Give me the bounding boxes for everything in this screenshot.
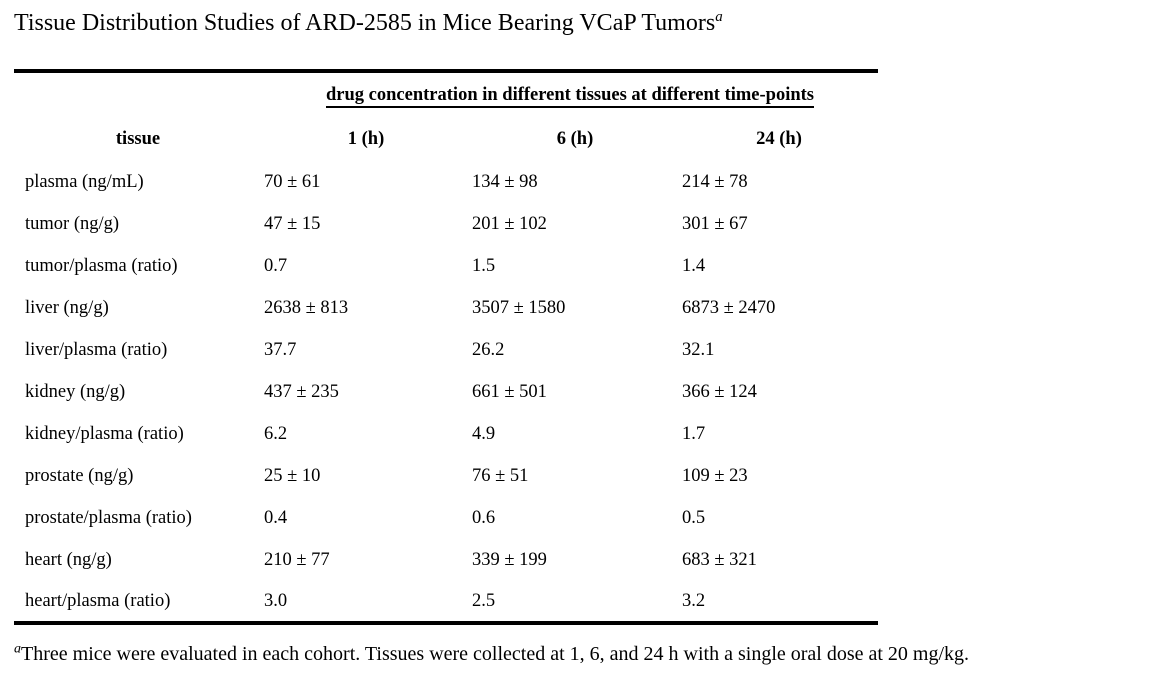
page-title-text: Tissue Distribution Studies of ARD-2585 … (14, 10, 716, 36)
value-cell: 0.6 (472, 507, 496, 528)
tissue-distribution-table: drug concentration in different tissues … (14, 69, 879, 625)
value-cell: 3.0 (264, 590, 288, 611)
value-cell: 26.2 (472, 339, 505, 360)
row-tumor: tumor (ng/g) 47 ± 15 201 ± 102 301 ± 67 (14, 203, 878, 245)
value-cell: 109 ± 23 (682, 465, 748, 486)
row-prostate: prostate (ng/g) 25 ± 10 76 ± 51 109 ± 23 (14, 455, 878, 497)
footnote-text: Three mice were evaluated in each cohort… (21, 643, 970, 665)
title-footnote-marker: a (715, 9, 723, 25)
page-title: Tissue Distribution Studies of ARD-2585 … (14, 8, 1161, 39)
row-label: tumor/plasma (ratio) (25, 255, 178, 276)
value-cell: 214 ± 78 (682, 171, 748, 192)
row-label: tumor (ng/g) (25, 213, 120, 234)
column-header-24h: 24 (h) (756, 128, 802, 149)
value-cell: 0.4 (264, 507, 288, 528)
value-cell: 683 ± 321 (682, 549, 757, 570)
value-cell: 37.7 (264, 339, 297, 360)
value-cell: 76 ± 51 (472, 465, 529, 486)
row-label: heart/plasma (ratio) (25, 590, 171, 611)
spanner-header-text: drug concentration in different tissues … (326, 84, 814, 108)
row-label: plasma (ng/mL) (25, 171, 144, 192)
row-kidney-plasma-ratio: kidney/plasma (ratio) 6.2 4.9 1.7 (14, 413, 878, 455)
value-cell: 661 ± 501 (472, 381, 547, 402)
value-cell: 0.7 (264, 255, 288, 276)
column-header-row: tissue 1 (h) 6 (h) 24 (h) (14, 117, 878, 161)
row-label: kidney (ng/g) (25, 381, 126, 402)
value-cell: 47 ± 15 (264, 213, 321, 234)
value-cell: 4.9 (472, 423, 496, 444)
spanner-row: drug concentration in different tissues … (14, 71, 878, 117)
table-footnote: aThree mice were evaluated in each cohor… (14, 641, 1147, 667)
column-header-1h: 1 (h) (347, 128, 385, 149)
value-cell: 32.1 (682, 339, 715, 360)
value-cell: 134 ± 98 (472, 171, 538, 192)
row-label: kidney/plasma (ratio) (25, 423, 184, 444)
row-label: heart (ng/g) (25, 549, 112, 570)
spanner-header: drug concentration in different tissues … (262, 71, 878, 117)
value-cell: 210 ± 77 (264, 549, 330, 570)
value-cell: 366 ± 124 (682, 381, 757, 402)
value-cell: 2638 ± 813 (264, 297, 349, 318)
value-cell: 201 ± 102 (472, 213, 547, 234)
spanner-spacer (14, 71, 262, 117)
value-cell: 2.5 (472, 590, 496, 611)
value-cell: 3.2 (682, 590, 706, 611)
value-cell: 437 ± 235 (264, 381, 339, 402)
footnote-marker: a (14, 641, 21, 657)
value-cell: 6.2 (264, 423, 288, 444)
row-tumor-plasma-ratio: tumor/plasma (ratio) 0.7 1.5 1.4 (14, 245, 878, 287)
value-cell: 301 ± 67 (682, 213, 748, 234)
row-label: prostate/plasma (ratio) (25, 507, 192, 528)
row-heart-plasma-ratio: heart/plasma (ratio) 3.0 2.5 3.2 (14, 581, 878, 623)
value-cell: 3507 ± 1580 (472, 297, 566, 318)
row-kidney: kidney (ng/g) 437 ± 235 661 ± 501 366 ± … (14, 371, 878, 413)
row-label: liver/plasma (ratio) (25, 339, 168, 360)
value-cell: 0.5 (682, 507, 706, 528)
value-cell: 6873 ± 2470 (682, 297, 776, 318)
row-prostate-plasma-ratio: prostate/plasma (ratio) 0.4 0.6 0.5 (14, 497, 878, 539)
value-cell: 339 ± 199 (472, 549, 547, 570)
row-liver-plasma-ratio: liver/plasma (ratio) 37.7 26.2 32.1 (14, 329, 878, 371)
row-label: liver (ng/g) (25, 297, 109, 318)
row-plasma: plasma (ng/mL) 70 ± 61 134 ± 98 214 ± 78 (14, 161, 878, 203)
column-header-tissue: tissue (115, 128, 161, 149)
value-cell: 1.4 (682, 255, 706, 276)
value-cell: 1.7 (682, 423, 706, 444)
row-liver: liver (ng/g) 2638 ± 813 3507 ± 1580 6873… (14, 287, 878, 329)
value-cell: 1.5 (472, 255, 496, 276)
value-cell: 70 ± 61 (264, 171, 321, 192)
row-heart: heart (ng/g) 210 ± 77 339 ± 199 683 ± 32… (14, 539, 878, 581)
column-header-6h: 6 (h) (556, 128, 594, 149)
value-cell: 25 ± 10 (264, 465, 321, 486)
row-label: prostate (ng/g) (25, 465, 134, 486)
